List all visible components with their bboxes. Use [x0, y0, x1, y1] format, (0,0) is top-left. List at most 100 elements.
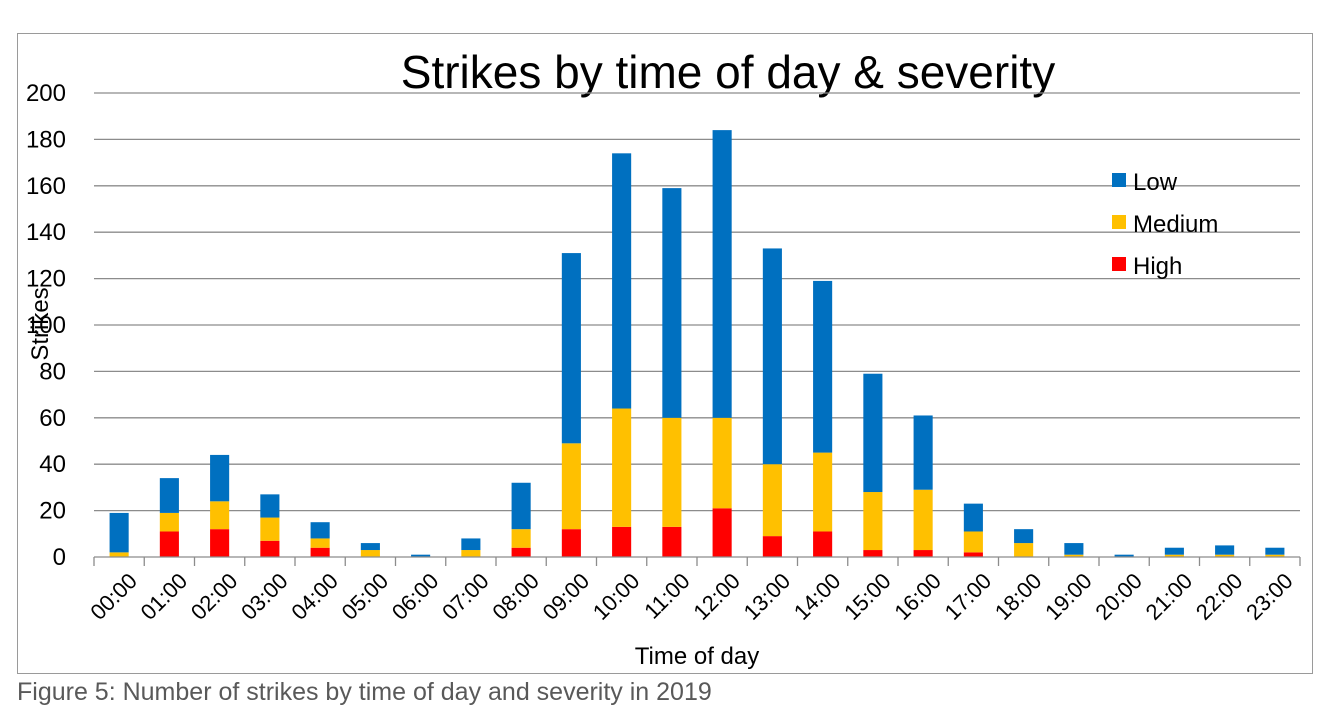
- x-tick-label: 02:00: [186, 568, 243, 625]
- x-tick-label: 09:00: [538, 568, 595, 625]
- legend-swatch-low: [1112, 173, 1126, 187]
- x-axis-ticks: 00:0001:0002:0003:0004:0005:0006:0007:00…: [85, 568, 1297, 625]
- x-tick-label: 05:00: [337, 568, 394, 625]
- x-tick-label: 03:00: [236, 568, 293, 625]
- gridlines: [94, 92, 1300, 512]
- bar-medium-0000: [109, 552, 129, 557]
- bar-low-0500: [360, 543, 380, 551]
- chart-title: Strikes by time of day & severity: [401, 46, 1055, 98]
- x-tick-label: 01:00: [136, 568, 193, 625]
- bar-medium-1700: [963, 531, 983, 553]
- bar-medium-1900: [1064, 554, 1084, 557]
- y-tick-label: 200: [26, 80, 66, 107]
- legend: Low Medium High: [1112, 169, 1218, 280]
- bar-medium-0500: [360, 550, 380, 557]
- x-tick-label: 04:00: [286, 568, 343, 625]
- x-axis-title: Time of day: [635, 643, 760, 670]
- bar-medium-1800: [1014, 543, 1034, 557]
- y-tick-label: 180: [26, 126, 66, 153]
- legend-label-low: Low: [1133, 169, 1178, 196]
- bar-medium-2200: [1215, 554, 1235, 557]
- y-tick-label: 160: [26, 173, 66, 200]
- bar-high-1700: [963, 552, 983, 557]
- y-tick-label: 80: [39, 358, 66, 385]
- bar-low-2000: [1114, 554, 1134, 557]
- bar-medium-0200: [210, 501, 230, 530]
- bar-medium-0400: [310, 538, 330, 548]
- x-tick-label: 08:00: [487, 568, 544, 625]
- x-tick-label: 16:00: [889, 568, 946, 625]
- bar-medium-1500: [863, 492, 883, 551]
- figure-caption: Figure 5: Number of strikes by time of d…: [17, 678, 712, 706]
- x-tick-label: 06:00: [387, 568, 444, 625]
- legend-swatch-medium: [1112, 215, 1126, 229]
- bar-low-1800: [1014, 529, 1034, 544]
- x-tick-label: 14:00: [789, 568, 846, 625]
- bar-high-1400: [813, 531, 833, 557]
- y-tick-label: 20: [39, 498, 66, 525]
- x-axis: [93, 556, 1301, 566]
- bar-medium-0300: [260, 517, 280, 541]
- bar-high-0200: [210, 529, 230, 557]
- bar-low-0900: [561, 253, 581, 444]
- bar-medium-1300: [762, 464, 782, 537]
- x-tick-label: 07:00: [437, 568, 494, 625]
- bar-medium-1000: [612, 408, 632, 527]
- bar-low-1200: [712, 130, 732, 418]
- bar-low-0600: [411, 554, 431, 557]
- bar-high-1300: [762, 536, 782, 557]
- bar-high-0400: [310, 547, 330, 557]
- y-tick-label: 40: [39, 451, 66, 478]
- bar-low-1400: [813, 280, 833, 453]
- x-tick-label: 00:00: [85, 568, 142, 625]
- y-axis-title: Strikes: [27, 287, 54, 360]
- x-tick-label: 13:00: [739, 568, 796, 625]
- x-tick-label: 18:00: [990, 568, 1047, 625]
- bar-high-1600: [913, 550, 933, 557]
- bar-high-0300: [260, 540, 280, 557]
- bar-high-1500: [863, 550, 883, 557]
- x-tick-label: 23:00: [1241, 568, 1298, 625]
- bar-low-1300: [762, 248, 782, 465]
- bar-medium-2100: [1164, 554, 1184, 557]
- bar-high-0100: [159, 531, 179, 557]
- bar-low-1100: [662, 188, 682, 418]
- y-tick-label: 100: [26, 312, 66, 339]
- x-tick-label: 11:00: [639, 568, 694, 623]
- x-tick-label: 20:00: [1090, 568, 1147, 625]
- bar-medium-1200: [712, 417, 732, 509]
- x-tick-label: 17:00: [940, 568, 997, 625]
- x-tick-label: 21:00: [1141, 568, 1198, 625]
- bar-high-0900: [561, 529, 581, 557]
- bar-low-0100: [159, 478, 179, 513]
- bar-low-1700: [963, 503, 983, 532]
- bar-low-2300: [1265, 547, 1285, 555]
- bar-low-1600: [913, 415, 933, 490]
- bar-high-1100: [662, 526, 682, 557]
- bar-low-0200: [210, 454, 230, 502]
- bar-medium-1600: [913, 489, 933, 551]
- bar-low-0300: [260, 494, 280, 518]
- bar-low-1000: [612, 153, 632, 409]
- x-tick-label: 22:00: [1191, 568, 1248, 625]
- y-tick-label: 140: [26, 219, 66, 246]
- bar-medium-0900: [561, 443, 581, 530]
- x-tick-label: 10:00: [588, 568, 645, 625]
- bar-high-0800: [511, 547, 531, 557]
- bar-low-1900: [1064, 543, 1084, 555]
- y-axis-ticks: 0 20 40 60 80 100 120 140 160 180 200: [26, 80, 66, 571]
- bar-medium-1100: [662, 417, 682, 527]
- bar-medium-2300: [1265, 554, 1285, 557]
- legend-label-high: High: [1133, 253, 1182, 280]
- x-tick-label: 12:00: [688, 568, 745, 625]
- bar-low-0400: [310, 522, 330, 539]
- bar-medium-1400: [813, 452, 833, 532]
- legend-swatch-high: [1112, 257, 1126, 271]
- bar-high-1000: [612, 526, 632, 557]
- legend-label-medium: Medium: [1133, 211, 1218, 238]
- bar-medium-0100: [159, 512, 179, 532]
- bar-low-2200: [1215, 545, 1235, 555]
- bar-low-1500: [863, 373, 883, 493]
- x-tick-label: 15:00: [839, 568, 896, 625]
